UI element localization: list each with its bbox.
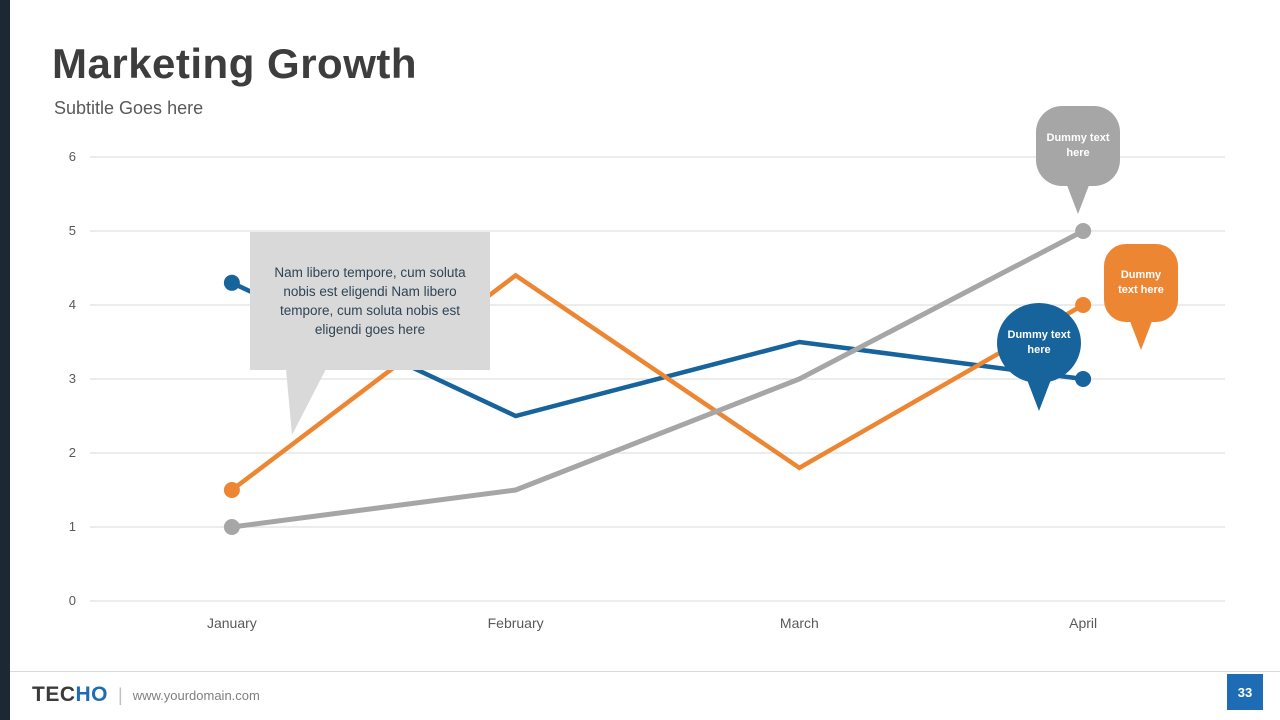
callout-orange-tail xyxy=(1128,316,1154,350)
callout-orange-text: Dummy text here xyxy=(1118,269,1164,296)
series-line-gray xyxy=(231,228,1085,530)
y-tick-label: 2 xyxy=(69,445,76,460)
page-subtitle: Subtitle Goes here xyxy=(54,98,204,118)
x-axis-label: April xyxy=(1069,615,1097,631)
annotation-tail xyxy=(286,369,326,435)
annotation-box: Nam libero tempore, cum soluta nobis est… xyxy=(250,232,490,435)
callout-blue-text: Dummy text here xyxy=(1007,329,1071,356)
x-axis-label: March xyxy=(780,615,819,631)
callout-gray-tail xyxy=(1065,180,1091,214)
left-accent-bar xyxy=(0,0,10,720)
series-line-orange xyxy=(230,272,1085,492)
footer-divider xyxy=(10,671,1280,672)
y-tick-label: 5 xyxy=(69,223,76,238)
callout-gray-text: Dummy text here xyxy=(1046,132,1110,159)
page-title: Marketing Growth xyxy=(52,40,418,87)
annotation-text: Nam libero tempore, cum soluta nobis est… xyxy=(274,264,466,338)
y-tick-label: 3 xyxy=(69,371,76,386)
footer: TECHO | www.yourdomain.com xyxy=(32,679,260,711)
callout-gray: Dummy text here xyxy=(1036,106,1120,214)
callout-blue: Dummy text here xyxy=(997,303,1081,411)
y-tick-label: 0 xyxy=(69,593,76,608)
callout-blue-tail xyxy=(1026,377,1052,411)
data-point-orange xyxy=(1075,297,1092,313)
page-number-badge: 33 xyxy=(1227,674,1263,710)
callout-orange: Dummy text here xyxy=(1104,244,1178,350)
data-point-gray xyxy=(223,519,240,535)
brand-logo: TECHO xyxy=(32,683,108,707)
site-url: www.yourdomain.com xyxy=(132,687,260,703)
brand-suffix: HO xyxy=(75,683,108,706)
x-axis-label: January xyxy=(207,615,257,631)
data-point-gray xyxy=(1075,223,1092,239)
data-point-blue xyxy=(1075,371,1092,387)
x-axis-label: February xyxy=(488,615,544,631)
brand-prefix: TEC xyxy=(32,683,76,706)
y-tick-label: 1 xyxy=(69,519,76,534)
data-point-blue xyxy=(223,274,240,291)
data-point-orange xyxy=(223,482,240,498)
y-tick-label: 4 xyxy=(69,297,76,312)
footer-separator: | xyxy=(118,684,123,705)
y-tick-label: 6 xyxy=(69,149,76,164)
